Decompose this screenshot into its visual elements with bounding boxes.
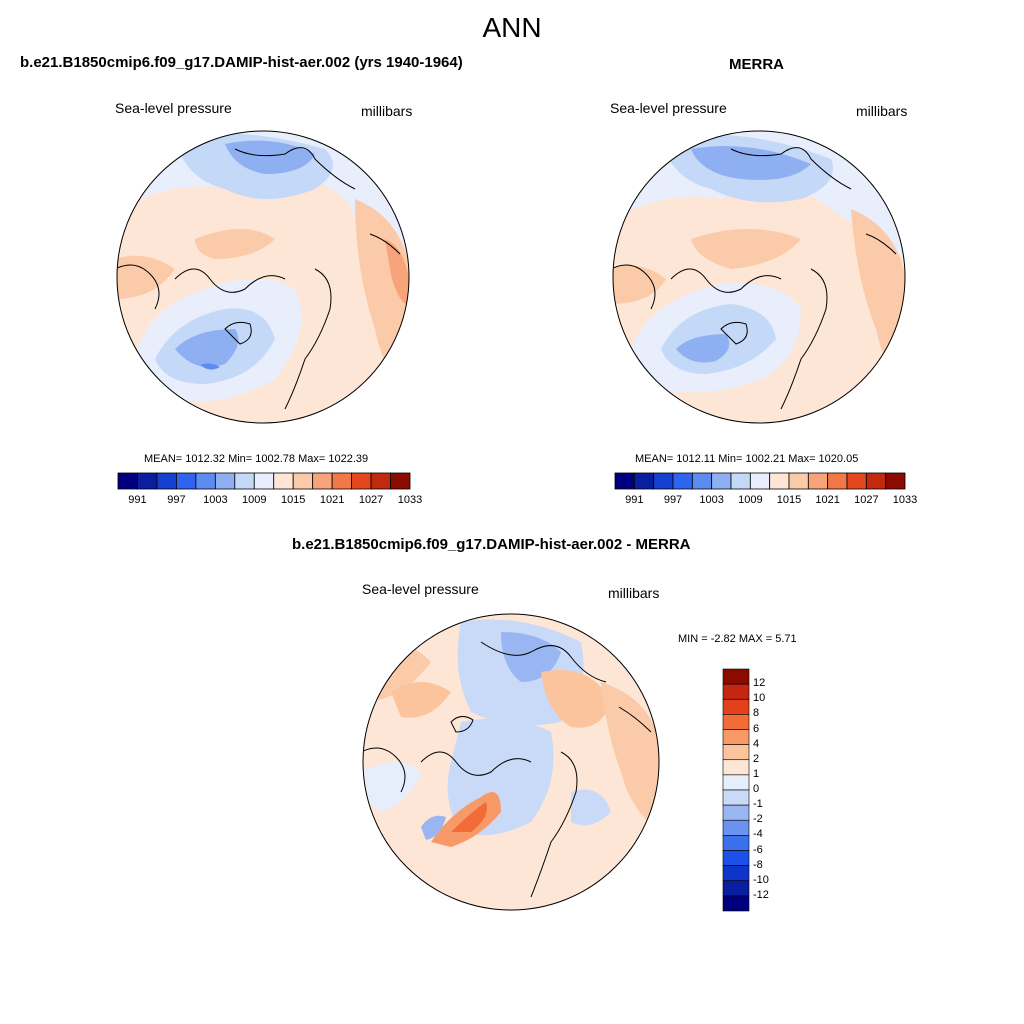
colorbar-swatch (195, 472, 216, 490)
colorbar-tick-label: 4 (753, 737, 760, 750)
variable-label-obs: Sea-level pressure (610, 100, 727, 116)
colorbar-swatch (807, 472, 829, 490)
colorbar-tick-label: 1033 (892, 494, 918, 506)
variable-label-model: Sea-level pressure (115, 100, 232, 116)
colorbar-swatch (722, 850, 750, 866)
colorbar-tick-label: 997 (167, 494, 186, 506)
figure-title: ANN (482, 12, 542, 43)
colorbar-tick-label: 8 (753, 707, 760, 720)
colorbar-swatch (722, 744, 750, 761)
colorbar-swatch (722, 774, 750, 791)
colorbar-tick-label: 997 (663, 494, 683, 506)
colorbar-tick-label: 1033 (397, 494, 423, 506)
colorbar-swatch (176, 472, 197, 490)
colorbar-swatch (614, 472, 635, 490)
colorbar-tick-label: 6 (753, 722, 760, 735)
colorbar-tick-label: -10 (753, 873, 769, 886)
colorbar-swatch (722, 835, 750, 851)
colorbar-swatch (865, 472, 887, 490)
colorbar-swatch (672, 472, 693, 490)
colorbar-swatch (722, 668, 750, 685)
colorbar-swatch (653, 472, 674, 490)
colorbar-tick-label: 1027 (854, 494, 879, 506)
colorbar-swatch (722, 714, 750, 730)
colorbar-tick-label: 1021 (815, 494, 840, 506)
colorbar-tick-label: 1015 (280, 494, 306, 506)
colorbar-tick-label: 2 (753, 752, 760, 765)
colorbar-swatch (722, 819, 750, 836)
colorbar-tick-label: 1027 (358, 494, 384, 506)
colorbar-swatch (788, 472, 809, 490)
units-label-obs: millibars (856, 103, 908, 119)
colorbar-tick-label: 991 (128, 494, 147, 506)
colorbar-diff (722, 668, 750, 912)
colorbar-swatch (722, 759, 750, 776)
colorbar-tick-label: 991 (625, 494, 644, 506)
colorbar-swatch (722, 804, 750, 821)
colorbar-swatch (769, 472, 790, 490)
polar-map-diff (362, 613, 660, 911)
panel-title-model: b.e21.B1850cmip6.f09_g17.DAMIP-hist-aer.… (20, 54, 463, 71)
colorbar-tick-label: -8 (753, 858, 763, 871)
stats-diff: MIN = -2.82 MAX = 5.71 (678, 633, 797, 645)
colorbar-swatch (722, 865, 750, 882)
colorbar-swatch (722, 698, 750, 715)
colorbar-swatch (370, 472, 391, 490)
colorbar-swatch (117, 472, 138, 490)
units-label-model: millibars (361, 103, 413, 119)
polar-map-obs (612, 130, 906, 424)
colorbar-swatch (749, 472, 771, 490)
colorbar-tick-label: -4 (753, 828, 763, 841)
colorbar-swatch (214, 472, 236, 490)
units-label-diff: millibars (608, 585, 660, 601)
colorbar-swatch (711, 472, 732, 490)
colorbar-swatch (722, 729, 750, 745)
colorbar-tick-label: 1015 (776, 494, 802, 506)
variable-label-diff: Sea-level pressure (362, 581, 479, 597)
colorbar-swatch (691, 472, 713, 490)
colorbar-tick-label: 1003 (699, 494, 724, 506)
colorbar-swatch (722, 895, 750, 912)
colorbar-tick-label: -12 (753, 888, 769, 901)
colorbar-swatch (846, 472, 867, 490)
colorbar-swatch (234, 472, 255, 490)
colorbar-swatch (722, 683, 750, 700)
colorbar-tick-label: -6 (753, 843, 763, 856)
stats-obs: MEAN= 1012.11 Min= 1002.21 Max= 1020.05 (635, 453, 859, 465)
colorbar-swatch (253, 472, 275, 490)
stats-model: MEAN= 1012.32 Min= 1002.78 Max= 1022.39 (144, 453, 369, 465)
colorbar-tick-label: 1021 (319, 494, 345, 506)
colorbar-swatch (312, 472, 333, 490)
colorbar-swatch (722, 880, 750, 897)
colorbar-swatch (827, 472, 848, 490)
colorbar-tick-label: 12 (753, 677, 766, 690)
colorbar-swatch (156, 472, 177, 490)
colorbar-swatch (351, 472, 372, 490)
colorbar-swatch (331, 472, 352, 490)
colorbar-swatch (730, 472, 751, 490)
colorbar-swatch (633, 472, 655, 490)
colorbar-tick-label: 1009 (242, 494, 267, 506)
colorbar-swatch (273, 472, 294, 490)
colorbar-tick-label: -1 (753, 798, 763, 811)
colorbar-swatch (722, 789, 750, 806)
colorbar-tick-label: -2 (753, 813, 763, 826)
colorbar-tick-label: 0 (753, 783, 760, 795)
polar-map-model (116, 130, 410, 424)
colorbar-model (117, 472, 411, 490)
panel-title-obs: MERRA (729, 56, 784, 73)
colorbar-tick-label: 10 (753, 692, 766, 705)
colorbar-tick-label: 1 (753, 767, 760, 780)
colorbar-swatch (390, 472, 411, 490)
panel-title-diff: b.e21.B1850cmip6.f09_g17.DAMIP-hist-aer.… (292, 536, 691, 553)
colorbar-tick-label: 1003 (203, 494, 228, 506)
colorbar-swatch (885, 472, 906, 490)
colorbar-obs (614, 472, 906, 490)
colorbar-swatch (137, 472, 158, 490)
colorbar-tick-label: 1009 (738, 494, 763, 506)
colorbar-swatch (292, 472, 314, 490)
